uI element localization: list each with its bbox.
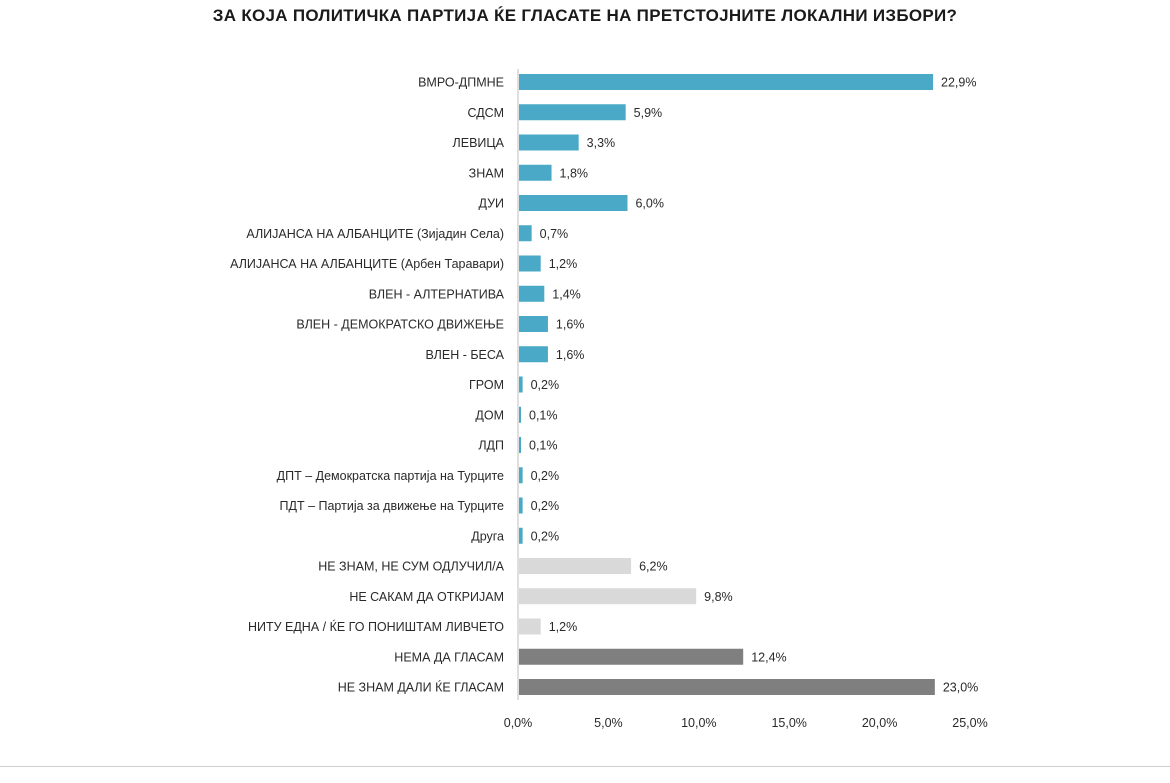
value-label: 0,7%: [540, 227, 569, 241]
bar: [519, 164, 552, 181]
value-label: 1,6%: [556, 348, 585, 362]
category-label: ПДТ – Партија за движење на Турците: [280, 499, 505, 513]
divider: [0, 766, 1170, 767]
category-label: ВМРО-ДПМНЕ: [418, 76, 504, 90]
bar: [519, 527, 523, 544]
category-label: ДУИ: [478, 197, 504, 211]
bar: [519, 316, 548, 332]
value-label: 0,1%: [529, 439, 558, 453]
x-tick-label: 5,0%: [594, 716, 623, 730]
category-label: ДПТ – Демократска партија на Турците: [277, 469, 504, 483]
bar: [519, 618, 541, 635]
value-label: 1,2%: [549, 620, 578, 634]
value-label: 0,1%: [529, 408, 558, 422]
bar: [519, 679, 935, 695]
category-label: НЕ ЗНАМ, НЕ СУМ ОДЛУЧИЛ/А: [318, 560, 504, 574]
category-label: НИТУ ЕДНА / ЌЕ ГО ПОНИШТАМ ЛИВЧЕТО: [248, 619, 504, 634]
category-label: Друга: [471, 529, 504, 543]
value-label: 23,0%: [943, 681, 978, 695]
bar: [519, 346, 548, 363]
x-tick-label: 10,0%: [681, 716, 716, 730]
category-label: ВЛЕН - БЕСА: [425, 348, 504, 362]
value-label: 9,8%: [704, 590, 733, 604]
category-label: ЛДП: [478, 439, 504, 453]
category-label: ДОМ: [475, 408, 504, 422]
bar: [519, 134, 579, 151]
bar: [519, 648, 744, 665]
value-label: 0,2%: [531, 469, 560, 483]
category-label: АЛИЈАНСА НА АЛБАНЦИТЕ (Арбен Таравари): [230, 257, 504, 271]
bar: [519, 558, 632, 574]
category-label: ГРОМ: [469, 378, 504, 392]
value-label: 1,2%: [549, 257, 578, 271]
value-label: 6,2%: [639, 560, 668, 574]
value-label: 6,0%: [635, 197, 664, 211]
bar: [519, 104, 626, 121]
bar: [519, 588, 697, 605]
bar: [519, 285, 545, 302]
bar: [519, 376, 523, 393]
value-label: 0,2%: [531, 499, 560, 513]
value-label: 5,9%: [634, 106, 663, 120]
bar: [519, 255, 541, 272]
bar: [519, 195, 628, 211]
bar: [519, 225, 532, 242]
x-tick-label: 25,0%: [952, 716, 987, 730]
category-label: ВЛЕН - ДЕМОКРАТСКО ДВИЖЕЊЕ: [296, 318, 504, 332]
category-label: СДСМ: [467, 106, 504, 120]
bar: [519, 437, 521, 453]
category-label: ЛЕВИЦА: [453, 136, 505, 150]
x-tick-label: 20,0%: [862, 716, 897, 730]
bar: [519, 497, 523, 514]
x-tick-label: 0,0%: [504, 716, 533, 730]
category-label: НЕ ЗНАМ ДАЛИ ЌЕ ГЛАСАМ: [338, 680, 504, 695]
category-label: ЗНАМ: [469, 166, 504, 180]
bar: [519, 406, 521, 423]
value-label: 22,9%: [941, 76, 976, 90]
value-label: 1,8%: [560, 166, 589, 180]
value-label: 0,2%: [531, 378, 560, 392]
value-label: 1,6%: [556, 318, 585, 332]
bar: [519, 74, 934, 90]
chart-title: ЗА КОЈА ПОЛИТИЧКА ПАРТИЈА ЌЕ ГЛАСАТЕ НА …: [212, 6, 958, 25]
category-label: ВЛЕН - АЛТЕРНАТИВА: [369, 287, 505, 301]
category-label: АЛИЈАНСА НА АЛБАНЦИТЕ (Зијадин Села): [246, 227, 504, 241]
x-tick-label: 15,0%: [771, 716, 806, 730]
category-label: НЕМА ДА ГЛАСАМ: [394, 650, 504, 664]
bar: [519, 467, 523, 484]
category-label: НЕ САКАМ ДА ОТКРИЈАМ: [349, 590, 504, 604]
value-label: 0,2%: [531, 529, 560, 543]
value-label: 3,3%: [587, 136, 616, 150]
value-label: 12,4%: [751, 650, 786, 664]
value-label: 1,4%: [552, 287, 581, 301]
